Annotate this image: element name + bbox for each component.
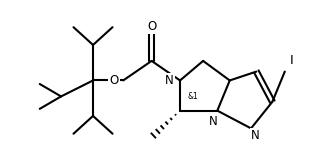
Text: N: N <box>209 115 217 128</box>
Text: O: O <box>109 74 118 87</box>
Text: I: I <box>290 54 294 67</box>
Text: O: O <box>147 19 156 32</box>
Text: &1: &1 <box>187 92 198 101</box>
Text: N: N <box>165 74 174 87</box>
Text: N: N <box>251 129 260 142</box>
